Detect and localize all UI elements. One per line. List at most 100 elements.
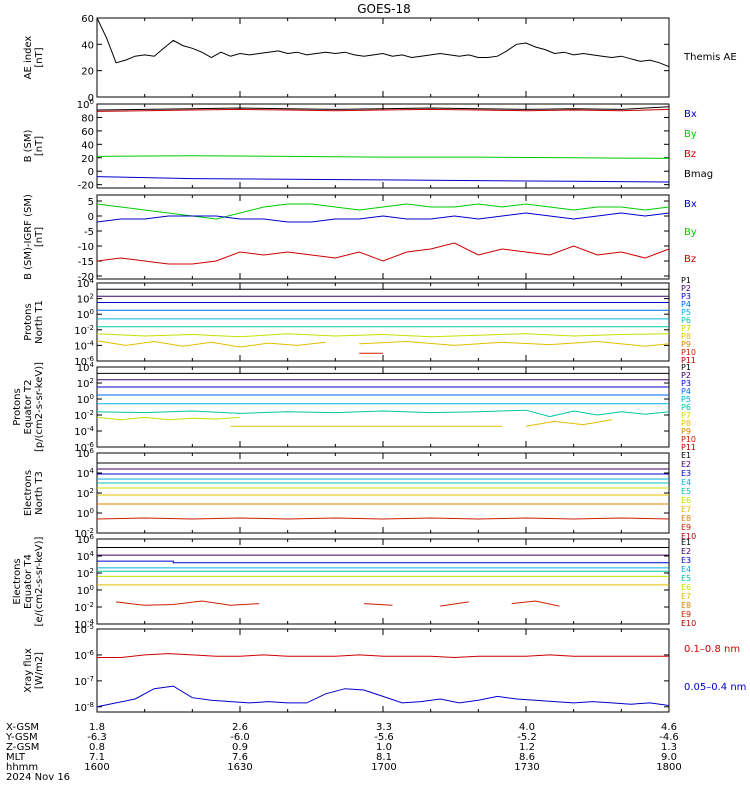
legend-label: E4 <box>681 478 691 487</box>
y-tick-label: 102 <box>77 377 94 390</box>
series-line <box>97 560 669 564</box>
orbit-value: 7.1 <box>89 752 105 763</box>
legend-label: P7 <box>681 324 691 333</box>
legend-label: E8 <box>681 601 691 610</box>
legend-label: By <box>684 227 697 238</box>
series-line <box>97 653 669 659</box>
legend-label: E6 <box>681 496 691 505</box>
legend-label: P10 <box>681 435 696 444</box>
panel-frame <box>96 282 670 362</box>
y-tick-label: 100 <box>77 393 94 406</box>
orbit-value: 1630 <box>227 762 252 773</box>
legend-label: E2 <box>681 547 691 556</box>
panel-frame <box>96 628 670 713</box>
y-axis-label: Equator T2 <box>23 380 34 435</box>
legend-label: P4 <box>681 387 691 396</box>
series-line <box>96 203 670 220</box>
orbit-value: -4.6 <box>659 732 679 743</box>
legend-label: Themis AE <box>683 52 737 63</box>
y-tick-label: -20 <box>78 272 94 283</box>
legend-label: P8 <box>681 332 691 341</box>
y-tick-label: 104 <box>77 277 95 290</box>
y-tick-label: 104 <box>77 361 95 374</box>
y-tick-label: 60 <box>81 14 94 25</box>
legend-label: E10 <box>681 532 696 541</box>
y-axis-label: Electrons <box>12 558 23 604</box>
legend-label: P2 <box>681 371 691 380</box>
y-tick-label: 10-2 <box>74 409 94 422</box>
series-line <box>96 242 670 265</box>
y-axis-label: Equator T4 <box>23 554 34 609</box>
orbit-value: 1.0 <box>376 742 392 753</box>
legend-label: Bz <box>684 254 696 265</box>
series-line <box>96 685 670 708</box>
orbit-value: 1.3 <box>661 742 677 753</box>
legend-label: Bx <box>684 199 697 210</box>
legend-label: E1 <box>681 451 691 460</box>
series-line <box>96 17 670 68</box>
legend-label: P6 <box>681 403 691 412</box>
legend-label: E5 <box>681 487 691 496</box>
y-tick-label: 102 <box>77 567 94 580</box>
panel-ae: 0 20 40 60 AE index [nT] Themis AE <box>23 14 737 104</box>
orbit-value: 3.3 <box>376 722 392 733</box>
y-tick-label: 10-8 <box>74 701 94 714</box>
legend-label: P9 <box>681 340 691 349</box>
y-tick-label: 10-2 <box>74 601 94 614</box>
y-tick-label: 106 <box>77 533 95 546</box>
y-tick-label: 20 <box>81 154 94 165</box>
y-axis-label: [W/m2] <box>34 652 45 689</box>
orbit-value: 1600 <box>84 762 109 773</box>
legend-label: E7 <box>681 505 691 514</box>
series-line <box>96 340 326 348</box>
legend-label: E2 <box>681 460 691 469</box>
series-line <box>116 600 260 606</box>
y-axis-label: Xray flux <box>23 648 34 693</box>
panel-frame <box>96 452 670 534</box>
y-tick-label: 60 <box>81 127 94 138</box>
legend-label: 0.1–0.8 nm <box>684 644 740 655</box>
y-tick-label: 5 <box>88 197 94 208</box>
legend-label: P11 <box>681 443 696 452</box>
series-line <box>96 155 670 159</box>
y-axis-label: B (SM) <box>23 129 34 162</box>
orbit-row-label: Z-GSM <box>6 742 39 753</box>
y-axis-label: [nT] <box>34 227 45 247</box>
orbit-value: 8.6 <box>519 752 535 763</box>
y-tick-label: 100 <box>77 98 94 111</box>
orbit-value: 1730 <box>514 762 539 773</box>
legend-label: P9 <box>681 427 691 436</box>
y-axis-label: [nT] <box>34 136 45 156</box>
orbit-row-label: Y-GSM <box>5 732 38 743</box>
y-axis-label: Protons <box>12 388 23 425</box>
y-tick-label: 104 <box>77 550 95 563</box>
orbit-value: 7.6 <box>232 752 248 763</box>
y-axis-label: [p/(cm2-s-sr-keV)] <box>34 362 45 452</box>
panel-xray: 10-8 10-7 10-6 10-5 Xray flux [W/m2] 0.1–0.8 n… <box>23 623 746 714</box>
orbit-row-label: hhmm <box>6 762 38 773</box>
panel-bdiff: -20 -15 -10 -5 0 5 B (SM)-IGRF (SM) [nT] Bx By Bz <box>23 194 697 283</box>
legend-label: P3 <box>681 292 691 301</box>
series-line <box>96 517 670 520</box>
series-line <box>359 340 670 347</box>
series-line <box>96 416 241 421</box>
y-axis-label: AE index <box>23 36 34 80</box>
legend-label: 0.05–0.4 nm <box>684 682 746 693</box>
legend-label: Bz <box>684 149 696 160</box>
y-tick-label: 10-6 <box>74 649 94 662</box>
panel-frame <box>96 103 670 189</box>
legend-label: E10 <box>681 619 696 628</box>
panel-frame <box>96 366 670 448</box>
y-tick-label: 102 <box>77 487 94 500</box>
series-line <box>96 333 670 338</box>
legend-label: P7 <box>681 411 691 420</box>
y-tick-label: 80 <box>81 113 94 124</box>
series-line <box>96 212 670 223</box>
orbit-value: -6.0 <box>230 732 250 743</box>
panel-bsm: -20 0 20 40 60 80 100 B (SM) [nT] Bx By Bz Bmag <box>23 98 713 192</box>
y-axis-label: Protons <box>23 303 34 340</box>
